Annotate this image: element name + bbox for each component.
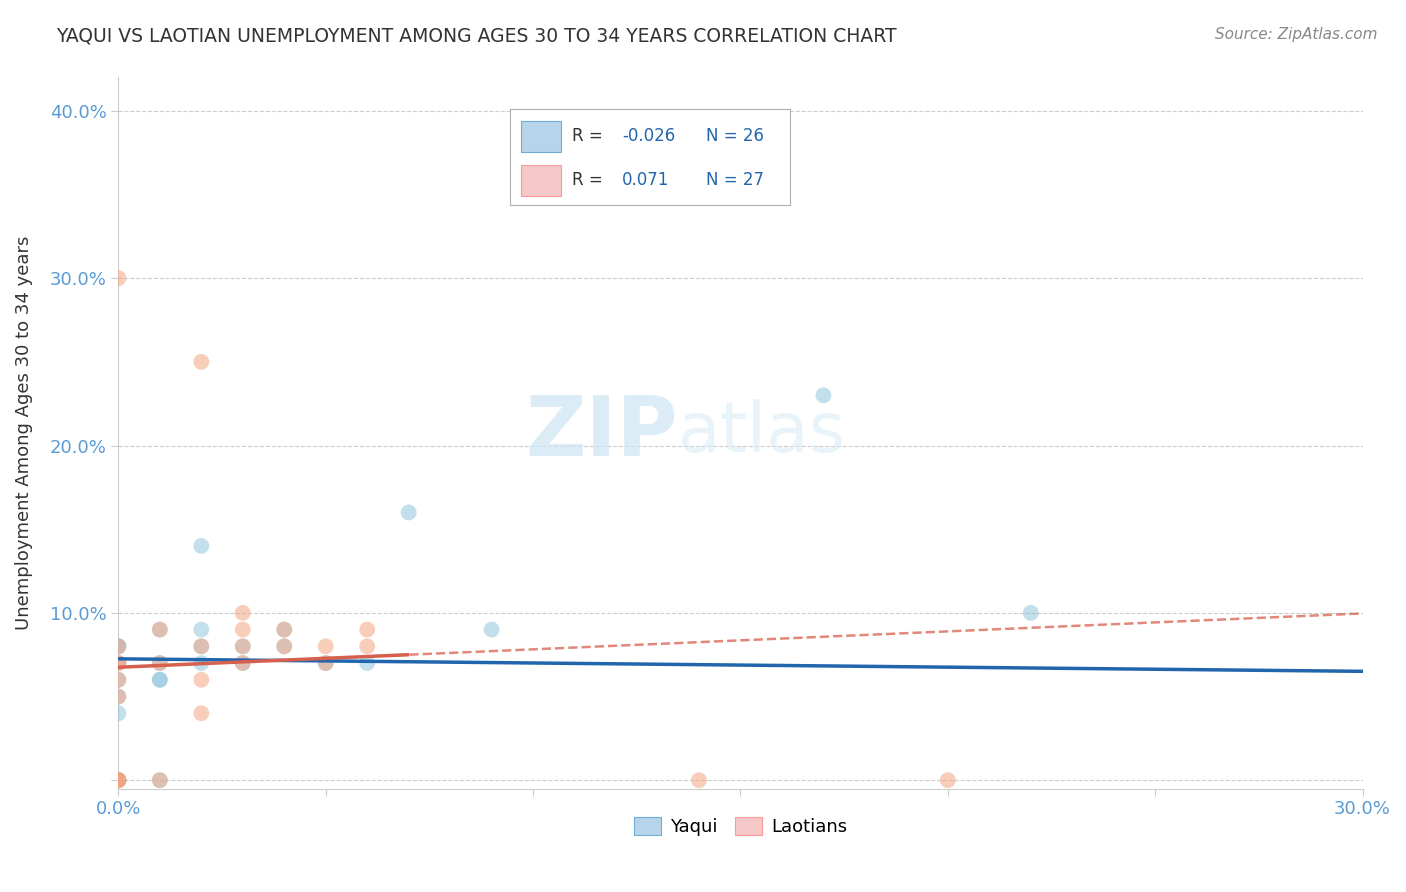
Point (273, 640, 295, 654)
Point (232, 640, 254, 654)
Point (107, 690, 129, 704)
Point (190, 640, 212, 654)
Point (149, 673, 172, 687)
Point (107, 673, 129, 687)
Point (107, 706, 129, 721)
Point (190, 623, 212, 637)
Point (149, 773, 172, 788)
Point (107, 773, 129, 788)
Point (273, 623, 295, 637)
Point (273, 640, 295, 654)
Point (1019, 606, 1042, 620)
Point (481, 623, 503, 637)
Point (232, 640, 254, 654)
Point (107, 673, 129, 687)
Point (107, 640, 129, 654)
Point (190, 640, 212, 654)
Point (107, 656, 129, 670)
Point (232, 606, 254, 620)
Point (688, 773, 710, 788)
Point (936, 773, 959, 788)
Point (190, 355, 212, 369)
Y-axis label: Unemployment Among Ages 30 to 34 years: Unemployment Among Ages 30 to 34 years (15, 235, 32, 630)
Point (232, 656, 254, 670)
Point (273, 623, 295, 637)
Legend: Yaqui, Laotians: Yaqui, Laotians (626, 810, 855, 844)
Point (315, 656, 337, 670)
Point (107, 640, 129, 654)
Point (315, 640, 337, 654)
Point (190, 673, 212, 687)
Point (149, 773, 172, 788)
Point (149, 673, 172, 687)
Point (107, 690, 129, 704)
Point (107, 773, 129, 788)
Point (107, 773, 129, 788)
Point (190, 656, 212, 670)
Point (232, 656, 254, 670)
Point (813, 388, 835, 402)
Point (107, 656, 129, 670)
Point (107, 773, 129, 788)
Point (356, 623, 378, 637)
Point (107, 773, 129, 788)
Point (107, 773, 129, 788)
Point (190, 706, 212, 721)
Text: Source: ZipAtlas.com: Source: ZipAtlas.com (1215, 27, 1378, 42)
Point (190, 539, 212, 553)
Point (107, 656, 129, 670)
Text: ZIP: ZIP (526, 392, 678, 474)
Point (149, 656, 172, 670)
Text: atlas: atlas (678, 400, 846, 467)
Point (149, 623, 172, 637)
Point (315, 656, 337, 670)
Point (107, 640, 129, 654)
Point (398, 506, 420, 520)
Text: YAQUI VS LAOTIAN UNEMPLOYMENT AMONG AGES 30 TO 34 YEARS CORRELATION CHART: YAQUI VS LAOTIAN UNEMPLOYMENT AMONG AGES… (56, 27, 897, 45)
Point (107, 271, 129, 285)
Point (232, 623, 254, 637)
Point (356, 640, 378, 654)
Point (356, 656, 378, 670)
Point (107, 773, 129, 788)
Point (107, 773, 129, 788)
Point (149, 656, 172, 670)
Point (149, 623, 172, 637)
